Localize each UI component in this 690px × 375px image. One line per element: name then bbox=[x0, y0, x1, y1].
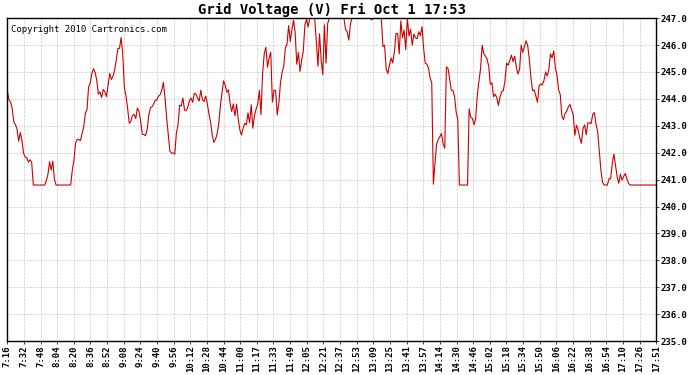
Text: Copyright 2010 Cartronics.com: Copyright 2010 Cartronics.com bbox=[10, 24, 166, 33]
Title: Grid Voltage (V) Fri Oct 1 17:53: Grid Voltage (V) Fri Oct 1 17:53 bbox=[198, 3, 466, 17]
